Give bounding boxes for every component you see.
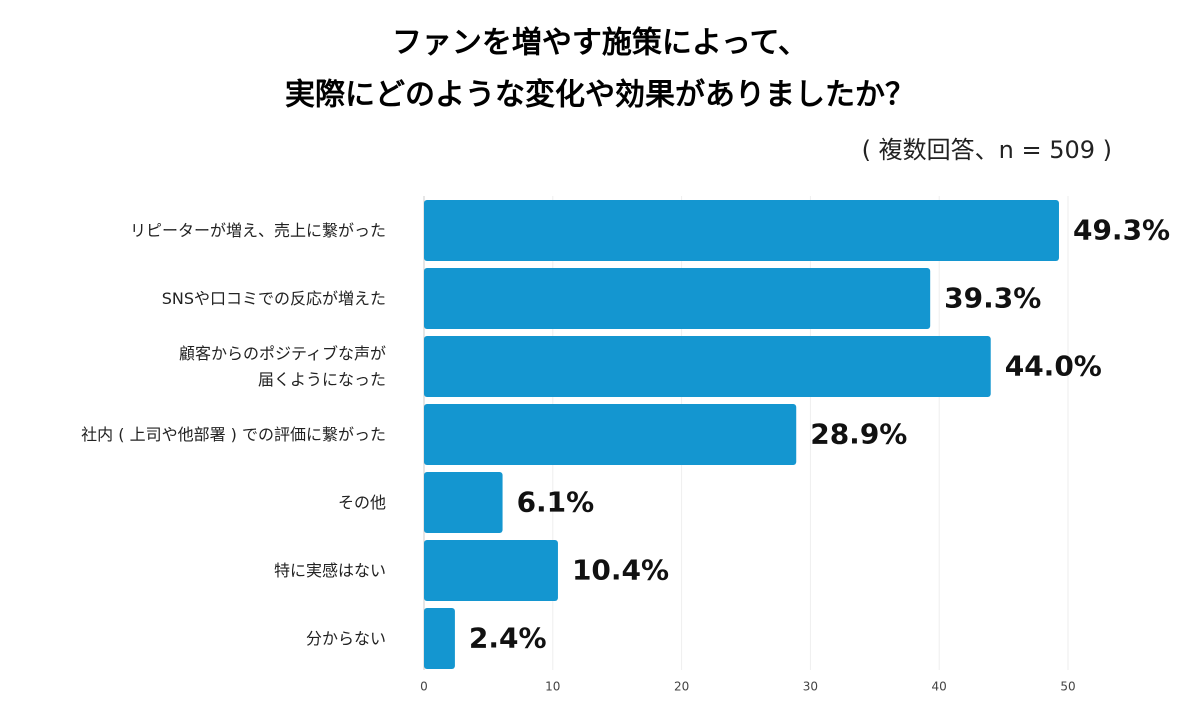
bar [424, 472, 503, 533]
category-label: 特に実感はない [273, 560, 386, 580]
value-label: 49.3% [1073, 214, 1170, 247]
value-label: 6.1% [517, 486, 595, 519]
value-label: 44.0% [1005, 350, 1102, 383]
category-label: SNSや口コミでの反応が増えた [161, 288, 386, 308]
bar [424, 608, 455, 669]
value-label: 39.3% [944, 282, 1041, 315]
category-label: その他 [337, 492, 386, 512]
bar [424, 404, 797, 465]
value-label: 2.4% [469, 622, 547, 655]
bar [424, 200, 1059, 261]
x-tick-label: 30 [803, 680, 818, 694]
value-label: 10.4% [572, 554, 669, 587]
category-label: 顧客からのポジティブな声が 届くようになった [178, 343, 386, 389]
chart-title: 実際にどのような変化や効果がありましたか？ [285, 78, 915, 113]
chart-subtitle: ( 複数回答、n = 509 ) [862, 136, 1112, 164]
category-label: リピーターが増え、売上に繋がった [129, 220, 386, 240]
x-tick-label: 10 [545, 680, 560, 694]
x-tick-label: 0 [420, 680, 428, 694]
bar [424, 540, 558, 601]
x-tick-label: 50 [1060, 680, 1075, 694]
category-label: 分からない [305, 628, 386, 648]
x-tick-label: 20 [674, 680, 689, 694]
category-label: 社内 ( 上司や他部署 ) での評価に繋がった [81, 424, 386, 444]
bar [424, 336, 991, 397]
value-label: 28.9% [810, 418, 907, 451]
chart-title: ファンを増やす施策によって、 [392, 26, 808, 61]
bar [424, 268, 931, 329]
x-tick-label: 40 [932, 680, 947, 694]
